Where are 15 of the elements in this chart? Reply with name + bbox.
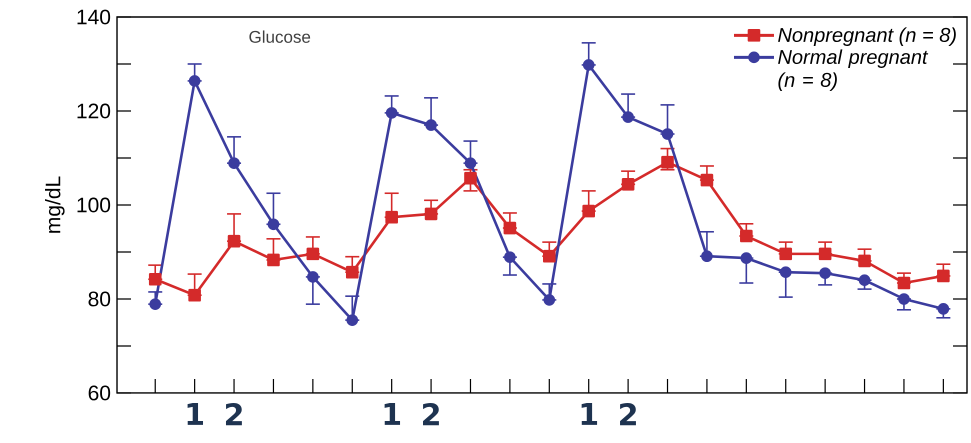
y-tick-label: 120 [78, 104, 110, 118]
x-tick-label: 2 [620, 403, 636, 426]
x-tick-label: 2 [423, 403, 439, 426]
x-tick-label: 2 [226, 403, 242, 426]
x-tick-label: 1 [582, 403, 598, 425]
annotation: Glucose [249, 30, 310, 43]
x-tick-label: 1 [384, 403, 400, 425]
y-tick-label: 100 [78, 198, 110, 212]
y-tick-label: 80 [88, 292, 110, 306]
legend-label: Nonpregnant (n = 8) [778, 27, 956, 46]
x-tick-label: 1 [188, 403, 204, 425]
legend-label: Normal pregnant (n = 8) [778, 49, 928, 91]
y-axis-title: mg/dL [45, 176, 65, 233]
y-tick-label: 140 [78, 10, 110, 24]
y-tick-label: 60 [88, 386, 110, 400]
